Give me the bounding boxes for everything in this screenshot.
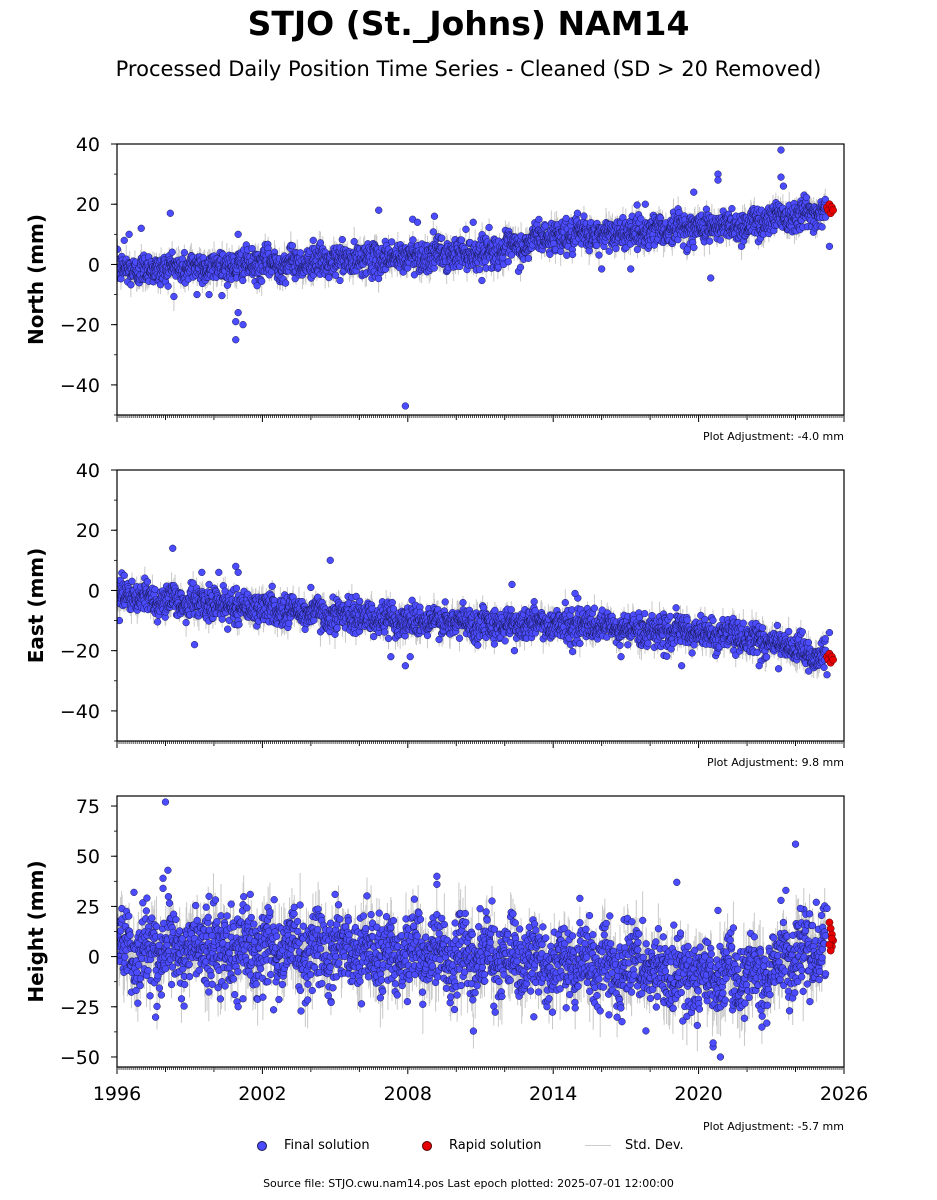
- final-point: [541, 222, 549, 230]
- final-point: [818, 223, 826, 231]
- final-point: [258, 277, 266, 285]
- final-point: [557, 247, 565, 256]
- final-point: [164, 282, 172, 290]
- y-tick-label: 40: [76, 134, 100, 156]
- final-point-outlier: [714, 176, 722, 184]
- final-point: [180, 248, 189, 257]
- final-point: [802, 193, 811, 202]
- final-point-outlier: [825, 242, 834, 251]
- final-point-outlier: [234, 308, 242, 317]
- rapid-point: [829, 206, 837, 215]
- final-point: [535, 215, 543, 224]
- final-point: [218, 291, 226, 300]
- final-point-outlier: [777, 173, 785, 181]
- final-point: [568, 250, 577, 259]
- final-point: [325, 273, 333, 282]
- y-tick-label: 0: [88, 254, 100, 276]
- final-point: [593, 241, 601, 250]
- final-point: [409, 236, 417, 244]
- final-point: [374, 274, 383, 283]
- final-point: [728, 204, 736, 213]
- panel-north: 40 20 0 −20 −40 North (mm) Plot Adjustment: -4…: [24, 134, 845, 443]
- plot-adjustment-note: Plot Adjustment: -4.0 mm: [703, 430, 844, 443]
- final-point-outlier: [413, 218, 422, 226]
- final-point: [288, 242, 296, 250]
- final-point: [516, 263, 525, 272]
- final-point-outlier: [573, 209, 582, 217]
- final-point-outlier: [193, 290, 201, 299]
- final-point-outlier: [690, 188, 698, 196]
- final-point-outlier: [125, 230, 133, 238]
- final-point-outlier: [375, 206, 383, 214]
- final-point: [438, 234, 446, 242]
- chart-title: STJO (St._Johns) NAM14: [247, 4, 690, 43]
- final-point-outlier: [469, 218, 477, 226]
- final-point-outlier: [234, 230, 242, 238]
- final-point-outlier: [120, 236, 128, 245]
- final-point: [429, 228, 437, 236]
- final-point-outlier: [309, 236, 317, 245]
- final-point: [168, 248, 176, 256]
- y-tick-label: −20: [60, 315, 100, 337]
- final-point: [633, 245, 642, 254]
- final-point: [170, 292, 178, 301]
- final-point: [478, 276, 486, 285]
- final-point-outlier: [401, 402, 410, 410]
- final-point: [605, 247, 613, 255]
- final-point: [580, 212, 588, 220]
- final-point: [507, 251, 516, 259]
- chart-subtitle: Processed Daily Position Time Series - C…: [115, 57, 822, 81]
- final-point: [504, 258, 512, 266]
- final-point: [331, 271, 340, 279]
- final-point: [485, 223, 493, 232]
- final-point-outlier: [707, 274, 715, 282]
- final-point-outlier: [641, 200, 649, 208]
- final-point: [585, 247, 593, 255]
- final-point-outlier: [598, 265, 606, 273]
- final-point: [462, 225, 470, 233]
- final-point-outlier: [777, 146, 785, 154]
- final-point-outlier: [430, 212, 439, 220]
- final-point: [223, 281, 232, 289]
- final-point-outlier: [205, 290, 213, 299]
- final-point-outlier: [137, 224, 145, 232]
- final-point: [475, 265, 484, 274]
- final-point: [239, 276, 247, 285]
- final-point: [524, 254, 533, 262]
- final-point: [296, 249, 305, 257]
- final-point: [281, 279, 290, 287]
- final-point: [637, 215, 645, 223]
- plot-area-east: [117, 544, 837, 680]
- final-point-outlier: [239, 321, 247, 329]
- plot-area-north: [117, 146, 837, 410]
- final-point: [350, 237, 358, 246]
- final-point: [546, 250, 554, 258]
- final-point: [690, 243, 698, 252]
- final-point-outlier: [232, 318, 240, 326]
- final-point: [705, 237, 714, 245]
- final-point-outlier: [166, 209, 174, 217]
- final-point: [336, 276, 344, 285]
- y-axis-label: North (mm): [24, 214, 48, 345]
- y-tick-label: 20: [76, 194, 100, 216]
- final-point-outlier: [627, 265, 635, 273]
- final-point-outlier: [779, 182, 788, 190]
- final-point: [338, 235, 346, 244]
- final-point: [388, 238, 396, 246]
- final-solution-points-north: [117, 146, 834, 410]
- final-point: [248, 244, 256, 253]
- final-point: [633, 201, 641, 209]
- final-point: [127, 281, 135, 289]
- final-point: [612, 244, 620, 253]
- final-point: [595, 251, 603, 259]
- final-point: [457, 236, 466, 244]
- final-point: [716, 236, 724, 244]
- y-tick-label: −40: [60, 375, 100, 397]
- final-point-outlier: [232, 336, 240, 344]
